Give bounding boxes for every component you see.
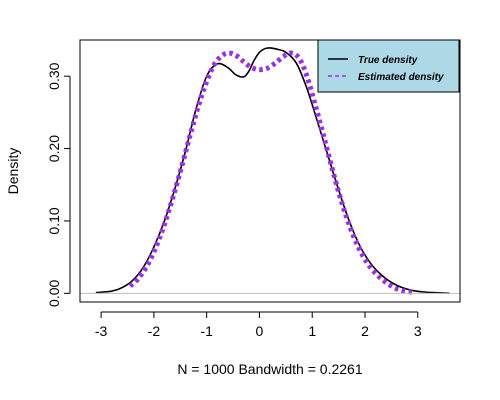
x-tick-label: 3 (414, 323, 422, 339)
y-tick-label: 0.10 (46, 207, 62, 234)
y-axis: 0.00 0.10 0.20 0.30 (46, 62, 71, 307)
y-axis-label: Density (5, 148, 21, 195)
legend-box (317, 39, 460, 93)
y-tick-label: 0.20 (46, 135, 62, 162)
legend-entry-estimated-density: Estimated density (358, 72, 444, 83)
x-tick-label: 2 (361, 323, 369, 339)
series-line-estimated-density (128, 50, 416, 296)
x-axis-label: N = 1000 Bandwidth = 0.2261 (177, 361, 362, 377)
x-axis: -3 -2 -1 0 1 2 3 (95, 311, 422, 339)
legend-entry-true-density: True density (358, 55, 418, 66)
curves-layer (95, 47, 450, 296)
legend: True density Estimated density (317, 39, 460, 93)
x-tick-label: -3 (95, 323, 108, 339)
x-tick-label: 1 (308, 323, 316, 339)
y-tick-label: 0.30 (46, 62, 62, 89)
series-line-true-density (95, 47, 450, 295)
x-tick-label: 0 (256, 323, 264, 339)
x-tick-label: -2 (148, 323, 161, 339)
plot-frame (79, 39, 461, 303)
x-tick-label: -1 (200, 323, 213, 339)
y-tick-label: 0.00 (46, 279, 62, 306)
